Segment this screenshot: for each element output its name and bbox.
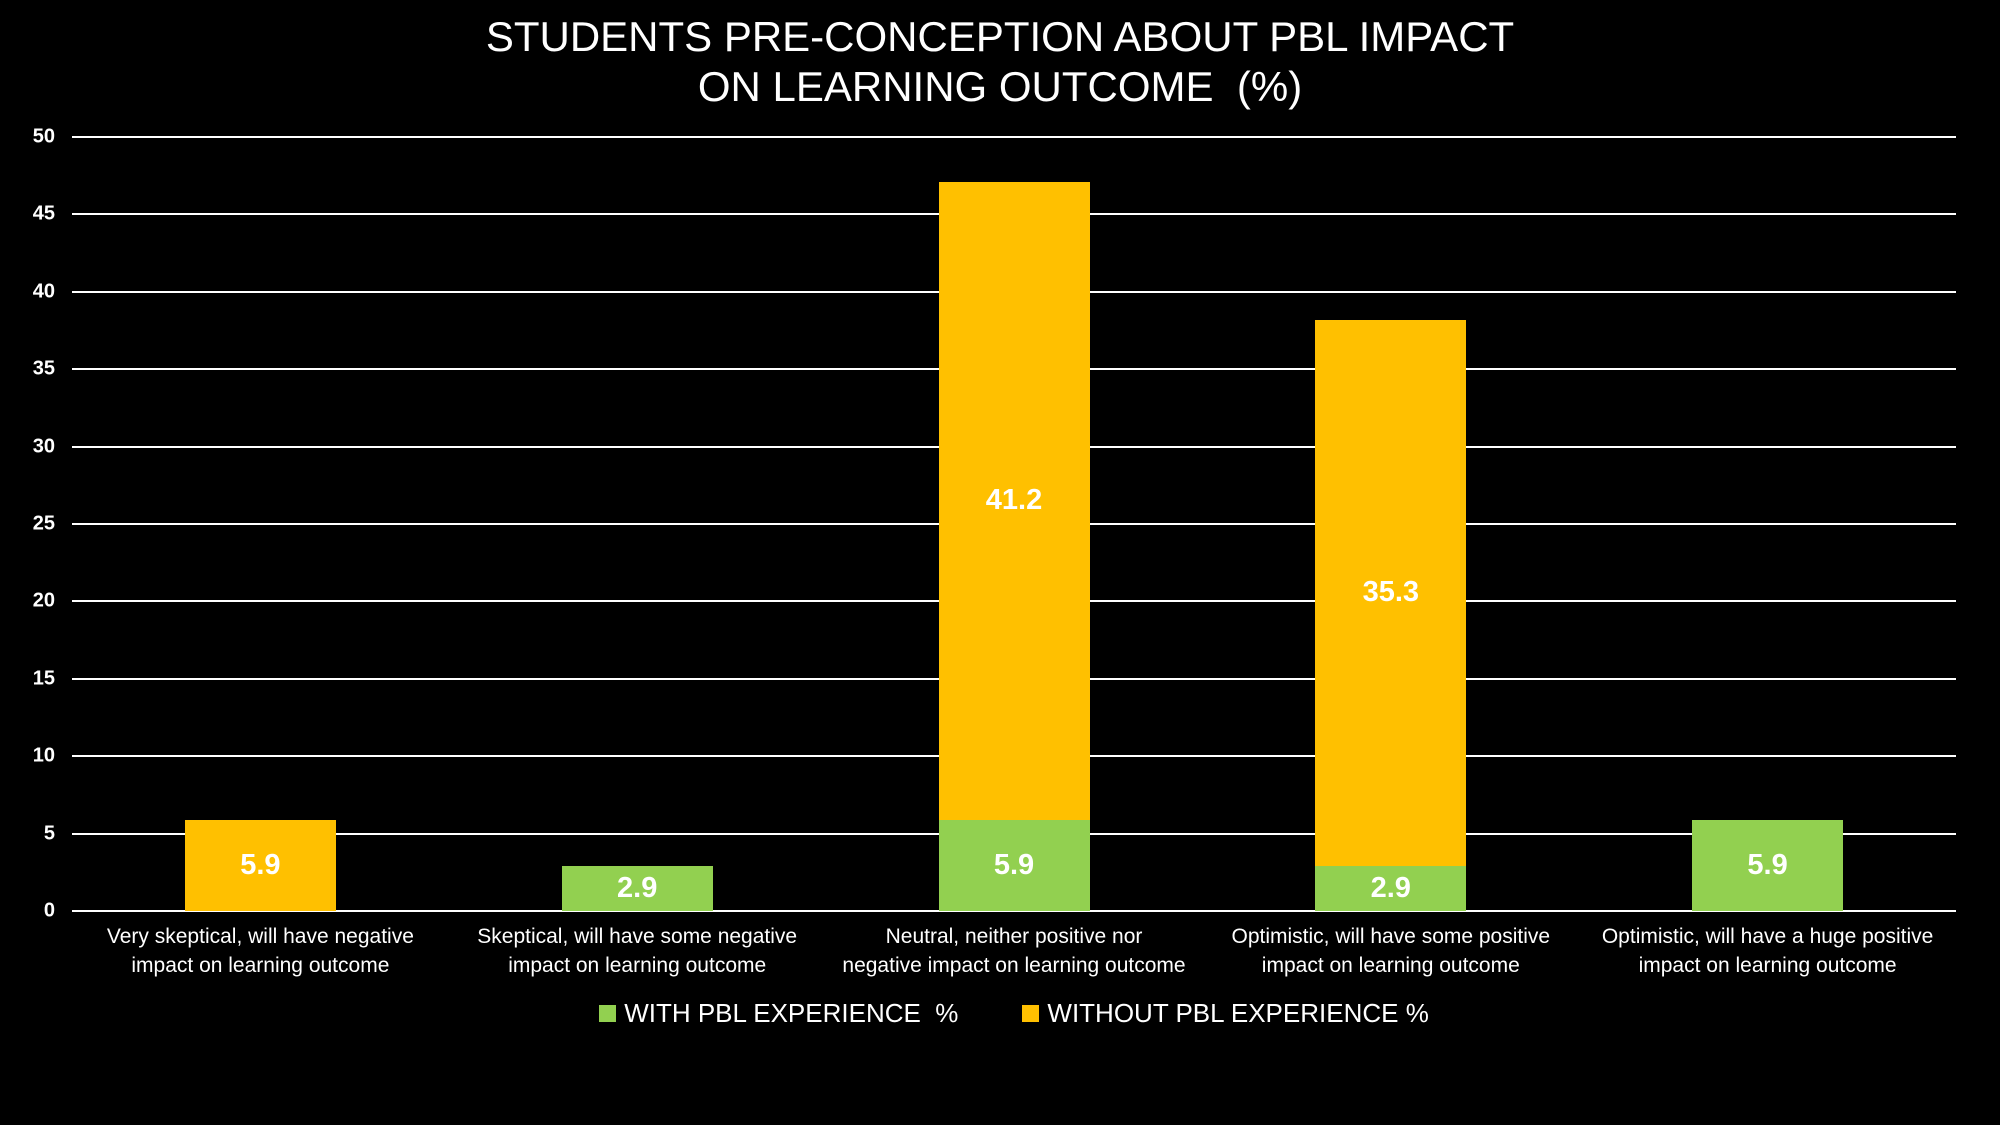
- category-label: Skeptical, will have some negative impac…: [477, 925, 798, 977]
- y-axis-tick-label: 50: [32, 125, 55, 148]
- category-label: Neutral, neither positive nor negative i…: [842, 925, 1186, 977]
- y-axis-tick-label: 25: [32, 512, 55, 535]
- legend-label: WITH PBL EXPERIENCE %: [624, 998, 959, 1028]
- bar-segment-without-pbl: 5.9: [184, 819, 336, 911]
- bar-segment-without-pbl: 35.3: [1315, 319, 1467, 867]
- category-label: Optimistic, will have some positive impa…: [1231, 925, 1551, 977]
- data-label: 5.9: [240, 848, 281, 881]
- legend: WITH PBL EXPERIENCE % WITHOUT PBL EXPERIE…: [72, 998, 1956, 1029]
- bar-segment-with-pbl: 5.9: [1692, 819, 1844, 911]
- legend-swatch-icon: [599, 1005, 617, 1022]
- bar-segment-with-pbl: 2.9: [561, 866, 713, 911]
- legend-label: WITHOUT PBL EXPERIENCE %: [1047, 998, 1429, 1028]
- legend-swatch-icon: [1022, 1005, 1040, 1022]
- legend-item: WITHOUT PBL EXPERIENCE %: [1022, 998, 1429, 1029]
- bar-segment-without-pbl: 41.2: [938, 181, 1090, 820]
- y-axis-tick-label: 45: [32, 202, 55, 225]
- category-label: Optimistic, will have a huge positive im…: [1601, 925, 1934, 977]
- y-axis-tick-label: 15: [32, 667, 55, 690]
- y-axis-tick-label: 5: [43, 822, 55, 845]
- gridline: [72, 910, 1956, 912]
- legend-item: WITH PBL EXPERIENCE %: [599, 998, 958, 1029]
- y-axis-tick-label: 10: [32, 744, 55, 767]
- gridline: [72, 136, 1956, 138]
- bar-segment-with-pbl: 5.9: [938, 819, 1090, 911]
- y-axis-tick-label: 30: [32, 435, 55, 458]
- y-axis-tick-label: 20: [32, 589, 55, 612]
- y-axis-tick-label: 35: [32, 357, 55, 380]
- chart-title: STUDENTS PRE-CONCEPTION ABOUT PBL IMPACT…: [485, 13, 1515, 110]
- data-label: 2.9: [1370, 872, 1411, 905]
- y-axis-tick-label: 40: [32, 280, 55, 303]
- data-label: 41.2: [985, 484, 1043, 517]
- data-label: 35.3: [1362, 576, 1420, 609]
- data-label: 2.9: [617, 872, 658, 905]
- data-label: 5.9: [993, 848, 1035, 881]
- bar-segment-with-pbl: 2.9: [1315, 866, 1467, 911]
- data-label: 5.9: [1747, 848, 1788, 881]
- category-label: Very skeptical, will have negative impac…: [106, 925, 414, 977]
- y-axis-tick-label: 0: [43, 899, 55, 922]
